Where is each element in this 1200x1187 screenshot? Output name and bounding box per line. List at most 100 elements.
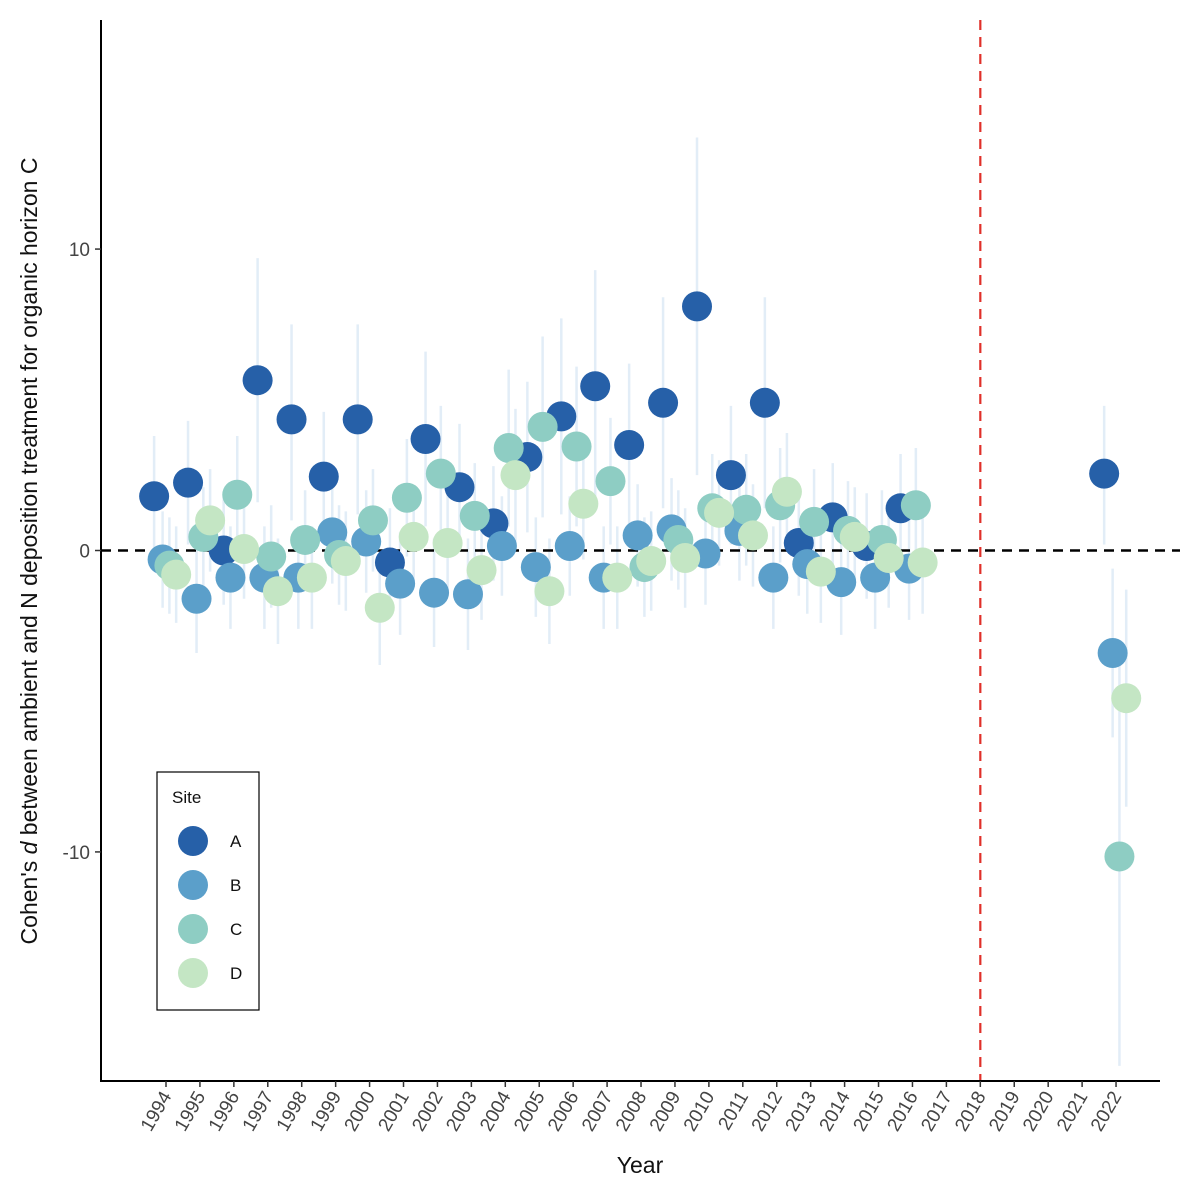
point-site-d <box>636 546 667 577</box>
legend-key-b <box>178 870 208 900</box>
y-tick-label: -10 <box>63 843 90 864</box>
x-tick-label: 2022 <box>1087 1088 1126 1135</box>
legend-key-a <box>178 826 208 856</box>
point-site-c <box>222 479 253 510</box>
legend-label-d: D <box>230 964 242 983</box>
y-tick-label: 10 <box>69 240 90 261</box>
point-site-a <box>715 460 746 491</box>
point-site-d <box>839 521 870 552</box>
y-tick-label: 0 <box>79 542 90 563</box>
x-tick-label: 1997 <box>239 1088 278 1135</box>
point-site-b <box>215 562 246 593</box>
x-tick-label: 1995 <box>171 1088 210 1135</box>
y-axis-title: Cohen's d between ambient and N depositi… <box>16 158 42 945</box>
x-ticks: 1994199519961997199819992000200120022003… <box>137 1081 1126 1135</box>
point-site-b <box>1097 637 1128 668</box>
x-tick-label: 2001 <box>375 1088 414 1135</box>
point-site-a <box>648 387 679 418</box>
point-site-d <box>466 555 497 586</box>
point-site-a <box>410 423 441 454</box>
x-tick-label: 2010 <box>680 1088 719 1135</box>
x-axis-title: Year <box>617 1152 664 1178</box>
point-site-d <box>534 576 565 607</box>
x-tick-label: 1998 <box>273 1088 312 1135</box>
x-tick-label: 2005 <box>510 1088 549 1135</box>
x-tick-label: 2019 <box>985 1088 1024 1135</box>
point-site-b <box>486 530 517 561</box>
data-points <box>139 291 1142 872</box>
point-site-d <box>432 527 463 558</box>
x-tick-label: 2000 <box>341 1088 380 1135</box>
point-site-a <box>276 404 307 435</box>
y-axis-title-italic: d <box>16 840 42 854</box>
point-site-d <box>398 521 429 552</box>
point-site-d <box>296 562 327 593</box>
legend-key-c <box>178 914 208 944</box>
point-site-c <box>256 541 287 572</box>
point-site-d <box>1111 683 1142 714</box>
x-tick-label: 2011 <box>715 1088 754 1134</box>
point-site-d <box>737 520 768 551</box>
point-site-b <box>554 530 585 561</box>
x-tick-label: 1999 <box>307 1088 346 1135</box>
y-axis-title-suffix: between ambient and N deposition treatme… <box>16 158 42 842</box>
x-tick-label: 2015 <box>850 1088 889 1135</box>
x-tick-label: 2021 <box>1053 1088 1092 1135</box>
x-tick-label: 1994 <box>137 1088 177 1135</box>
point-site-a <box>749 387 780 418</box>
point-site-a <box>580 371 611 402</box>
point-site-c <box>731 494 762 525</box>
point-site-d <box>195 505 226 536</box>
x-tick-label: 2017 <box>917 1088 956 1135</box>
x-tick-label: 2008 <box>612 1088 651 1135</box>
point-site-d <box>805 556 836 587</box>
point-site-d <box>229 533 260 564</box>
point-site-b <box>452 579 483 610</box>
point-site-b <box>622 520 653 551</box>
y-ticks: -10 0 10 <box>63 240 101 864</box>
point-site-c <box>357 505 388 536</box>
point-site-d <box>704 497 735 528</box>
point-site-c <box>561 431 592 462</box>
point-site-b <box>385 568 416 599</box>
point-site-b <box>317 517 348 548</box>
x-tick-label: 2009 <box>646 1088 685 1135</box>
x-tick-label: 2018 <box>951 1088 990 1135</box>
point-site-c <box>290 524 321 555</box>
x-tick-label: 2003 <box>442 1088 481 1135</box>
point-site-c <box>799 506 830 537</box>
point-site-d <box>568 488 599 519</box>
point-site-a <box>308 461 339 492</box>
point-site-c <box>459 500 490 531</box>
point-site-d <box>364 592 395 623</box>
x-tick-label: 2002 <box>408 1088 447 1135</box>
point-site-b <box>419 577 450 608</box>
point-site-c <box>900 490 931 521</box>
legend-label-c: C <box>230 920 242 939</box>
legend-label-a: A <box>230 832 242 851</box>
point-site-c <box>1104 841 1135 872</box>
point-site-a <box>682 291 713 322</box>
point-site-b <box>520 552 551 583</box>
point-site-c <box>425 458 456 489</box>
point-site-d <box>330 546 361 577</box>
x-tick-label: 2004 <box>476 1088 516 1135</box>
legend-label-b: B <box>230 876 241 895</box>
point-site-c <box>493 433 524 464</box>
point-site-d <box>771 476 802 507</box>
point-site-d <box>873 543 904 574</box>
legend-entries: A B C D <box>178 826 242 988</box>
legend-box <box>156 771 260 1011</box>
point-site-c <box>527 411 558 442</box>
point-site-d <box>602 562 633 593</box>
point-site-a <box>242 365 273 396</box>
legend-title: Site <box>172 788 201 807</box>
legend-key-d <box>178 958 208 988</box>
point-site-a <box>173 467 204 498</box>
point-site-b <box>758 562 789 593</box>
point-site-d <box>670 543 701 574</box>
x-tick-label: 2012 <box>748 1088 787 1135</box>
y-axis-title-prefix: Cohen's <box>16 854 42 944</box>
